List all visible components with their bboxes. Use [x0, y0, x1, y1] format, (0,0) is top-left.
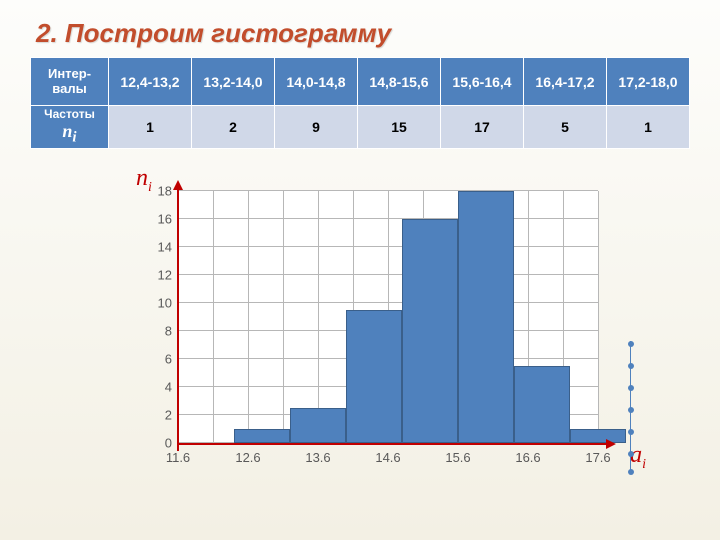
x-tick-label: 13.6	[305, 450, 330, 465]
table-row-freqs: Частоты ni 1 2 9 15 17 5 1	[31, 106, 690, 149]
histogram-bar	[290, 408, 346, 443]
y-axis-arrow	[177, 183, 179, 451]
title-text: Построим гистограмму	[65, 18, 391, 48]
y-tick-label: 0	[142, 435, 172, 450]
freq-cell: 9	[275, 106, 358, 149]
histogram-bar	[402, 219, 458, 443]
interval-cell: 17,2-18,0	[607, 58, 690, 106]
title-number: 2.	[36, 18, 58, 48]
freq-label-sub: i	[72, 130, 76, 146]
y-tick-label: 8	[142, 323, 172, 338]
x-axis-arrow	[177, 443, 613, 445]
interval-cell: 16,4-17,2	[524, 58, 607, 106]
interval-cell: 12,4-13,2	[109, 58, 192, 106]
freq-label: Частоты ni	[31, 106, 109, 149]
y-tick-label: 4	[142, 379, 172, 394]
histogram-bar	[458, 191, 514, 443]
freq-label-b: n	[62, 121, 72, 141]
interval-cell: 14,0-14,8	[275, 58, 358, 106]
interval-cell: 14,8-15,6	[358, 58, 441, 106]
decorative-dotted-bar	[630, 341, 634, 471]
intervals-label: Интер- валы	[31, 58, 109, 106]
interval-cell: 15,6-16,4	[441, 58, 524, 106]
y-tick-label: 2	[142, 407, 172, 422]
y-tick-label: 14	[142, 239, 172, 254]
x-axis-label-sub: i	[642, 457, 646, 472]
page-title: 2. Построим гистограмму	[36, 18, 690, 49]
freq-cell: 1	[607, 106, 690, 149]
x-tick-label: 12.6	[235, 450, 260, 465]
freq-cell: 2	[192, 106, 275, 149]
plot-area	[178, 191, 598, 443]
freq-cell: 5	[524, 106, 607, 149]
x-tick-label: 16.6	[515, 450, 540, 465]
histogram-chart: ni ai 024681012141618 11.612.613.614.615…	[90, 171, 630, 491]
histogram-bar	[346, 310, 402, 443]
histogram-bar	[234, 429, 290, 443]
histogram-bar	[514, 366, 570, 443]
frequency-table: Интер- валы 12,4-13,2 13,2-14,0 14,0-14,…	[30, 57, 690, 149]
y-tick-label: 18	[142, 183, 172, 198]
y-tick-label: 6	[142, 351, 172, 366]
freq-cell: 17	[441, 106, 524, 149]
freq-cell: 15	[358, 106, 441, 149]
freq-label-a: Частоты	[44, 107, 95, 121]
x-tick-label: 11.6	[166, 450, 190, 465]
interval-cell: 13,2-14,0	[192, 58, 275, 106]
y-tick-label: 16	[142, 211, 172, 226]
x-tick-label: 14.6	[375, 450, 400, 465]
x-tick-label: 15.6	[445, 450, 470, 465]
table-row-intervals: Интер- валы 12,4-13,2 13,2-14,0 14,0-14,…	[31, 58, 690, 106]
y-tick-label: 12	[142, 267, 172, 282]
freq-cell: 1	[109, 106, 192, 149]
y-tick-label: 10	[142, 295, 172, 310]
x-tick-label: 17.6	[585, 450, 610, 465]
